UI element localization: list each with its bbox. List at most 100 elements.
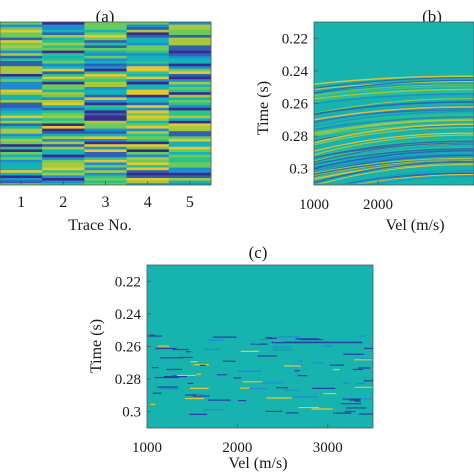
panel-a-cell <box>168 162 212 166</box>
panel-a-cell <box>126 172 170 176</box>
panel-a-cell <box>126 89 170 93</box>
panel-a-cell <box>42 123 85 127</box>
panel-a-cell <box>0 50 43 54</box>
panel-a-cell <box>84 63 127 67</box>
panel-a-cell <box>42 58 85 62</box>
panel-a-cell <box>0 81 43 85</box>
panel-a-cell <box>84 131 127 135</box>
panel-a-cell <box>84 32 127 36</box>
panel-a-cell <box>42 102 85 106</box>
panel-a-cell <box>168 136 212 140</box>
panel-b-x-tick-label: 2000 <box>363 197 393 213</box>
panel-b-streak <box>313 160 474 176</box>
panel-a-cell <box>126 66 170 70</box>
panel-a-cell <box>42 141 85 145</box>
panel-a-cell <box>84 27 127 31</box>
panel-b-streak <box>313 159 474 178</box>
panel-a-cell <box>42 178 85 181</box>
panel-a-cell <box>42 92 85 96</box>
panel-a-cell <box>168 172 212 176</box>
panel-a-cell <box>168 84 212 88</box>
panel-a-cell <box>168 107 212 111</box>
panel-a-cell <box>42 144 85 148</box>
panel-a-cell <box>126 94 170 98</box>
panel-a-cell <box>42 68 85 72</box>
panel-a-cell <box>42 42 85 46</box>
panel-a-cell <box>126 40 170 44</box>
panel-a-cell <box>84 159 127 163</box>
panel-a-x-tick-label: 1 <box>17 194 25 211</box>
panel-a-cell <box>126 24 170 28</box>
panel-a-cell <box>126 139 170 142</box>
panel-a-cell <box>0 61 43 64</box>
panel-c-x-tick-label: 1000 <box>132 440 162 456</box>
panel-a-cell <box>84 35 127 38</box>
panel-a-cell <box>0 115 43 119</box>
panel-a-cell <box>42 120 85 124</box>
panel-a-cell <box>168 89 212 93</box>
panel-a-cell <box>168 74 212 77</box>
panel-a-cell <box>168 165 212 168</box>
panel-a-cell <box>84 48 127 51</box>
panel-a-cell <box>168 131 212 135</box>
panel-b-y-tick-label: 0.26 <box>282 97 309 113</box>
panel-a-cell <box>42 48 85 51</box>
panel-a-cell <box>42 146 85 150</box>
panel-a-cell <box>126 48 170 51</box>
panel-a-cell <box>168 141 212 145</box>
panel-c-x-ticks: 1000 2000 3000 <box>132 424 343 456</box>
panel-a-cell <box>84 157 127 161</box>
panel-a-cell <box>126 144 170 148</box>
panel-a-cell <box>84 113 127 116</box>
panel-a-cell <box>42 27 85 31</box>
panel-a-cell <box>168 92 212 96</box>
panel-a-cell <box>84 105 127 109</box>
panel-a-cell <box>126 154 170 158</box>
panel-a-cell <box>0 32 43 36</box>
panel-a-cell <box>168 115 212 119</box>
panel-a-cell <box>0 170 43 174</box>
panel-a-cell <box>84 139 127 142</box>
panel-a-cell <box>84 107 127 111</box>
panel-a-cell <box>42 165 85 168</box>
panel-a-cell <box>84 162 127 166</box>
panel-a-cell <box>168 118 212 122</box>
panel-a-cell <box>0 74 43 77</box>
panel-a-cell <box>168 133 212 137</box>
panel-a-cell <box>126 146 170 150</box>
panel-a-cell <box>84 97 127 101</box>
panel-a-cell <box>84 110 127 114</box>
panel-b-streak <box>313 114 474 128</box>
panel-b-ylabel: Time (s) <box>255 81 272 135</box>
panel-a-cell <box>168 102 212 106</box>
panel-a-cell <box>0 102 43 106</box>
panel-a-cell <box>42 22 85 25</box>
panel-a-cell <box>168 81 212 85</box>
panel-a-cell <box>126 159 170 163</box>
panel-a-cell <box>0 42 43 46</box>
panel-a-cell <box>0 37 43 41</box>
panel-a-cell <box>42 175 85 179</box>
panel-c-background <box>147 265 373 428</box>
panel-a-cell <box>168 97 212 101</box>
panel-a-cell <box>126 133 170 137</box>
panel-a-cell <box>0 154 43 158</box>
panel-a-cell <box>42 159 85 163</box>
panel-a-cell <box>42 162 85 166</box>
panel-a-cell <box>42 172 85 176</box>
panel-b-streak <box>313 83 474 97</box>
panel-a-cell <box>84 76 127 80</box>
panel-a-cell <box>42 32 85 36</box>
panel-a-cell <box>42 133 85 137</box>
panel-a-cell <box>84 136 127 140</box>
panel-a-cell <box>168 120 212 124</box>
panel-a-cell <box>126 37 170 41</box>
panel-a-cell <box>42 157 85 161</box>
panel-a-cell <box>0 58 43 62</box>
panel-a-cell <box>168 94 212 98</box>
panel-a-cell <box>126 61 170 64</box>
panel-a-cell <box>126 58 170 62</box>
panel-a-cell <box>168 87 212 90</box>
panel-a-x-tick-label: 4 <box>144 194 152 211</box>
panel-a-cell <box>42 55 85 59</box>
